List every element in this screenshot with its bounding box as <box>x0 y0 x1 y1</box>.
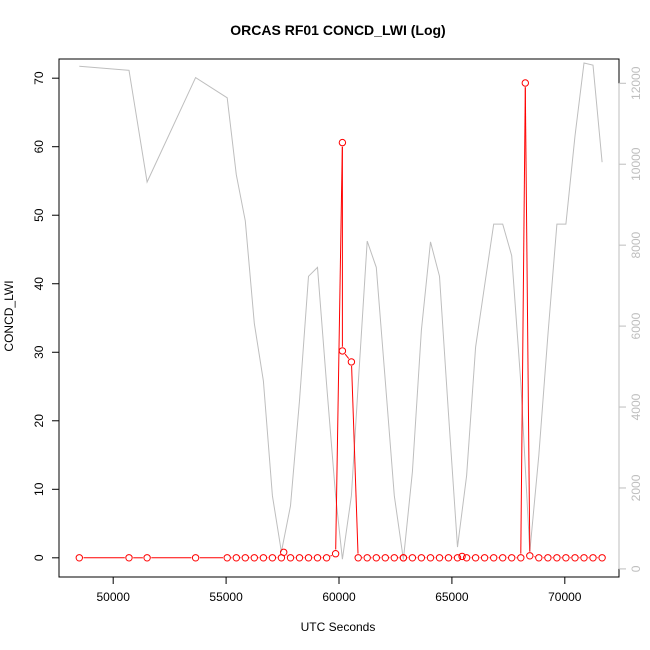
data-point <box>347 358 356 366</box>
y2-tick-label: 12000 <box>629 66 643 100</box>
y-tick-label: 30 <box>32 345 46 359</box>
x-tick-label: 60000 <box>322 590 356 604</box>
data-point <box>322 554 331 562</box>
data-point <box>435 554 444 562</box>
data-point <box>571 554 579 562</box>
data-point <box>191 554 200 562</box>
y-tick-label: 0 <box>32 554 46 561</box>
data-point <box>598 554 606 562</box>
y2-tick-label: 4000 <box>629 393 643 420</box>
data-point <box>280 548 288 556</box>
data-point <box>313 554 322 562</box>
data-point <box>268 554 277 562</box>
data-point <box>444 554 453 562</box>
series-segment-left <box>344 353 350 359</box>
data-point <box>390 554 398 562</box>
data-point <box>250 554 259 562</box>
data-point <box>535 554 543 562</box>
y2-tick-label: 6000 <box>629 312 643 339</box>
data-point <box>562 554 570 562</box>
series-segment-left <box>335 146 343 550</box>
data-point <box>143 554 151 562</box>
chart-title: ORCAS RF01 CONCD_LWI (Log) <box>230 22 445 38</box>
data-point <box>304 554 313 562</box>
data-point <box>580 554 588 562</box>
series-segment-left <box>524 87 531 552</box>
data-point <box>232 554 241 562</box>
series-segment-left <box>520 87 526 554</box>
data-point <box>426 554 435 562</box>
x-tick-label: 50000 <box>97 590 131 604</box>
data-point <box>75 554 84 562</box>
y-tick-label: 50 <box>32 208 46 222</box>
data-point <box>508 554 516 562</box>
data-point <box>521 79 529 87</box>
x-tick-label: 70000 <box>548 590 582 604</box>
y-tick-label: 10 <box>32 482 46 496</box>
data-point <box>553 554 561 562</box>
y2-tick-label: 2000 <box>629 474 643 501</box>
data-point <box>399 554 408 562</box>
data-point <box>517 554 525 562</box>
data-point <box>259 554 268 562</box>
data-point <box>526 552 534 560</box>
data-point <box>544 554 552 562</box>
data-point <box>589 554 597 562</box>
data-point <box>453 554 462 562</box>
series-segment-left <box>330 554 333 557</box>
data-point <box>408 554 417 562</box>
data-point <box>241 554 250 562</box>
y-tick-label: 20 <box>32 414 46 428</box>
data-point <box>480 554 489 562</box>
data-point <box>354 554 362 562</box>
y-tick-label: 60 <box>32 140 46 154</box>
y2-tick-label: 0 <box>629 565 643 572</box>
data-point <box>490 554 498 562</box>
y-axis-label: CONCD_LWI <box>2 280 16 351</box>
y-tick-label: 40 <box>32 277 46 291</box>
data-point <box>338 138 347 147</box>
data-point <box>223 554 231 562</box>
data-point <box>125 554 133 562</box>
data-point <box>417 554 426 562</box>
y-tick-label: 70 <box>32 71 46 85</box>
data-point <box>363 554 371 562</box>
data-point <box>462 554 471 562</box>
data-point <box>295 554 304 562</box>
data-point <box>381 554 389 562</box>
x-tick-label: 55000 <box>209 590 243 604</box>
y2-tick-label: 10000 <box>629 147 643 181</box>
series-layer <box>75 62 606 562</box>
y2-tick-label: 8000 <box>629 231 643 258</box>
data-point <box>499 554 507 562</box>
data-point <box>338 347 347 355</box>
data-point <box>286 554 295 562</box>
axes-layer: 50000 55000 60000 65000 70000010203040506070… <box>32 66 643 604</box>
data-point <box>471 554 480 562</box>
data-point <box>458 552 466 561</box>
x-tick-label: 65000 <box>435 590 469 604</box>
x-axis-label: UTC Seconds <box>301 620 376 634</box>
data-point <box>331 550 340 558</box>
series-line-right <box>79 62 603 560</box>
data-point <box>372 554 380 562</box>
series-segment-left <box>351 365 359 554</box>
